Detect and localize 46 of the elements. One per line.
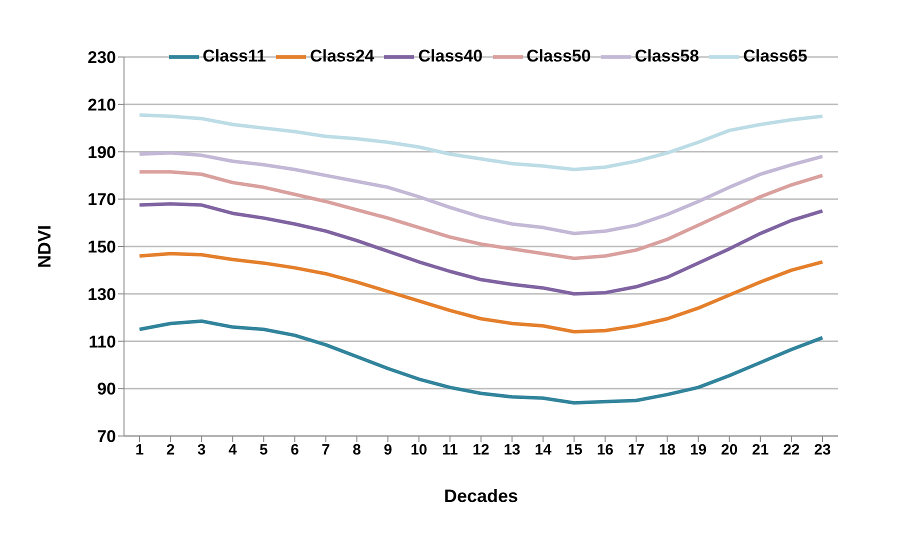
x-tick-label: 10 (410, 442, 428, 459)
line-series (138, 170, 824, 260)
x-tick-label: 7 (322, 442, 330, 459)
x-tick-label: 8 (352, 442, 361, 459)
y-tick-label: 90 (97, 380, 116, 399)
y-tick-label: 110 (88, 332, 116, 352)
legend-label: Class65 (743, 46, 808, 66)
y-tick-label: 190 (88, 142, 116, 162)
x-tick-label: 12 (472, 442, 490, 459)
legend-label: Class11 (202, 46, 266, 66)
x-tick-label: 5 (260, 442, 268, 459)
x-tick-label: 13 (504, 442, 520, 459)
line-series (138, 319, 824, 405)
x-axis-title: Decades (444, 486, 518, 506)
x-tick-label: 16 (596, 442, 614, 459)
legend-label: Class50 (526, 46, 591, 66)
x-tick-label: 15 (566, 442, 582, 459)
y-tick-label: 210 (88, 95, 116, 114)
y-tick-label: 170 (88, 190, 116, 210)
legend-label: Class24 (310, 46, 374, 66)
line-series (138, 113, 824, 172)
x-tick-label: 3 (197, 442, 206, 459)
x-tick-label: 20 (721, 442, 738, 459)
legend-label: Class40 (418, 46, 483, 66)
line-series (138, 252, 824, 334)
legend-label: Class58 (634, 46, 700, 66)
x-tick-label: 4 (228, 442, 238, 459)
x-tick-label: 23 (814, 442, 831, 459)
x-tick-label: 21 (752, 442, 769, 459)
x-tick-label: 1 (135, 442, 144, 459)
x-tick-label: 19 (690, 442, 707, 459)
x-tick-label: 22 (783, 442, 800, 459)
y-tick-label: 230 (88, 48, 116, 68)
x-tick-label: 18 (658, 442, 676, 459)
y-tick-label: 130 (88, 284, 116, 304)
line-series (138, 151, 824, 236)
x-tick-label: 17 (628, 442, 645, 459)
x-tick-label: 14 (534, 442, 552, 459)
x-tick-label: 2 (166, 442, 175, 459)
y-axis-title: NDVI (34, 224, 54, 268)
y-tick-label: 150 (88, 238, 116, 257)
y-tick-label: 70 (97, 427, 116, 446)
x-tick-label: 9 (384, 442, 392, 459)
x-tick-label: 11 (442, 442, 458, 459)
line-series (138, 202, 824, 296)
x-tick-label: 6 (290, 442, 299, 459)
